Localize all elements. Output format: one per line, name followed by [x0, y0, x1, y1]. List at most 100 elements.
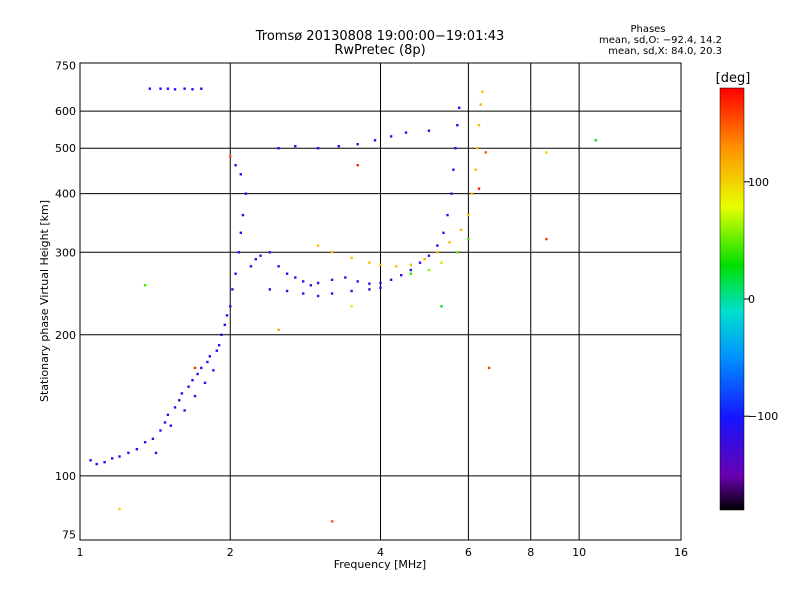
data-point [470, 192, 474, 195]
data-point [356, 143, 359, 146]
data-point [440, 261, 443, 264]
data-point [344, 276, 347, 279]
y-tick-label: 500 [55, 142, 76, 155]
x-tick-label: 8 [527, 546, 534, 559]
data-point [239, 231, 242, 234]
data-point [356, 164, 359, 167]
data-point [183, 409, 186, 412]
x-tick-label: 6 [465, 546, 472, 559]
data-point [127, 451, 130, 455]
data-point [294, 145, 297, 148]
data-point [379, 286, 382, 289]
x-tick-label: 16 [674, 546, 688, 559]
y-tick-label: 600 [55, 105, 76, 118]
data-point [191, 88, 194, 91]
data-point [316, 244, 320, 247]
data-point [241, 213, 245, 217]
data-point [118, 507, 121, 511]
data-point [427, 268, 431, 272]
y-tick-label: 400 [55, 188, 76, 201]
x-tick-label: 1 [77, 546, 84, 559]
data-point [404, 131, 408, 134]
chart-title: Tromsø 20130808 19:00:00−19:01:43 [255, 29, 505, 44]
data-point [467, 213, 470, 217]
data-point [166, 413, 170, 416]
chart-subtitle: RwPretec (8p) [334, 43, 425, 58]
data-point [545, 151, 548, 154]
x-ticks: 1 2 4 6 8 10 16 [77, 546, 689, 559]
data-point [212, 369, 215, 372]
data-point [456, 251, 459, 254]
data-point [337, 145, 340, 148]
data-point [163, 421, 167, 424]
data-point [350, 305, 353, 308]
data-point [459, 228, 463, 231]
stats-x-line: mean, sd,X: 84.0, 20.3 [608, 46, 722, 57]
data-point [215, 349, 218, 352]
data-point [302, 292, 305, 295]
data-point [111, 457, 114, 460]
data-point [208, 355, 211, 358]
data-point [446, 213, 449, 217]
y-tick-label: 750 [55, 60, 76, 73]
data-point [159, 429, 162, 432]
data-point [479, 103, 482, 106]
data-point [277, 328, 280, 331]
data-point [330, 292, 334, 295]
y-axis-label: Stationary phase Virtual Height [km] [38, 200, 51, 402]
data-point [254, 258, 257, 261]
data-point [268, 288, 271, 291]
data-point [285, 289, 289, 293]
data-point [373, 139, 377, 142]
data-point [234, 272, 237, 275]
data-point [368, 282, 371, 285]
x-tick-label: 10 [572, 546, 586, 559]
data-point [454, 147, 457, 150]
data-points [89, 87, 597, 523]
y-tick-label: 300 [55, 246, 76, 259]
grid-lines [80, 63, 681, 540]
data-point [427, 129, 431, 132]
data-point [193, 394, 197, 398]
data-point [151, 437, 155, 440]
data-point [442, 231, 445, 234]
data-point [173, 406, 177, 409]
data-point [277, 147, 280, 150]
data-point [389, 278, 393, 281]
plot-frame [79, 62, 682, 541]
data-point [330, 278, 334, 281]
data-point [200, 87, 203, 90]
data-point [458, 106, 461, 109]
data-point [183, 87, 186, 90]
data-point [159, 87, 162, 90]
colorbar-ticks: 100 0 −100 [744, 176, 778, 423]
data-point [244, 192, 248, 195]
data-point [148, 87, 151, 90]
data-point [217, 344, 221, 347]
data-point [484, 151, 487, 154]
data-point [594, 139, 597, 142]
data-point [143, 441, 147, 444]
data-point [316, 147, 320, 150]
data-point [223, 323, 226, 327]
data-point [154, 451, 158, 455]
data-point [239, 173, 242, 176]
data-point [285, 272, 289, 275]
data-point [389, 135, 393, 138]
data-point [427, 254, 431, 257]
y-tick-label: 200 [55, 329, 76, 342]
colorbar-tick-label: 100 [748, 176, 769, 189]
data-point [187, 385, 190, 388]
data-point [234, 164, 237, 167]
data-point [330, 520, 334, 523]
data-point [173, 88, 177, 91]
y-tick-label: 75 [62, 528, 76, 541]
data-point [203, 381, 207, 384]
data-point [545, 237, 548, 241]
data-point [229, 305, 232, 308]
colorbar [719, 87, 745, 511]
colorbar-label: [deg] [716, 71, 751, 86]
y-ticks: 75 100 200 300 400 500 600 750 [55, 60, 76, 542]
data-point [316, 294, 320, 298]
data-point [477, 187, 481, 190]
